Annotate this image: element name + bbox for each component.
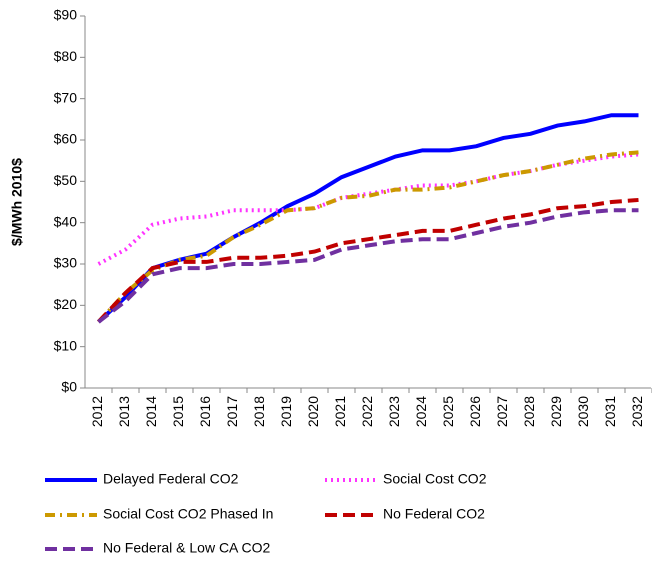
x-tick-label: 2012 (89, 396, 105, 427)
x-tick-label: 2020 (305, 396, 321, 427)
y-tick-label: $20 (54, 296, 78, 312)
x-tick-label: 2023 (386, 396, 402, 427)
x-tick-label: 2026 (467, 396, 483, 427)
legend-label: No Federal & Low CA CO2 (103, 540, 271, 556)
y-tick-label: $10 (54, 337, 78, 353)
x-tick-label: 2024 (413, 396, 429, 427)
x-tick-label: 2017 (224, 396, 240, 427)
x-tick-label: 2018 (251, 396, 267, 427)
series-line (97, 150, 639, 324)
y-tick-label: $50 (54, 172, 78, 188)
x-tick-label: 2025 (440, 396, 456, 427)
x-tick-label: 2015 (170, 396, 186, 427)
series-line (97, 197, 639, 324)
x-tick-label: 2030 (575, 396, 591, 427)
x-tick-label: 2014 (143, 396, 159, 427)
x-tick-label: 2028 (521, 396, 537, 427)
y-tick-label: $80 (54, 48, 78, 64)
y-tick-label: $40 (54, 213, 78, 229)
legend-label: Social Cost CO2 (383, 471, 487, 487)
x-tick-label: 2029 (548, 396, 564, 427)
legend-label: No Federal CO2 (383, 506, 485, 522)
x-tick-label: 2031 (602, 396, 618, 427)
y-axis-label: $/MWh 2010$ (9, 158, 25, 246)
legend-label: Delayed Federal CO2 (103, 471, 239, 487)
y-tick-label: $70 (54, 89, 78, 105)
x-tick-label: 2013 (116, 396, 132, 427)
legend-label: Social Cost CO2 Phased In (103, 506, 273, 522)
x-tick-label: 2021 (332, 396, 348, 427)
series-line (97, 113, 639, 324)
series-line (97, 208, 639, 324)
y-tick-label: $30 (54, 255, 78, 271)
x-tick-label: 2019 (278, 396, 294, 427)
y-tick-label: $60 (54, 131, 78, 147)
x-tick-label: 2016 (197, 396, 213, 427)
x-tick-label: 2032 (629, 396, 645, 427)
x-tick-label: 2022 (359, 396, 375, 427)
y-tick-label: $90 (54, 7, 78, 23)
x-tick-label: 2027 (494, 396, 510, 427)
y-tick-label: $0 (61, 379, 77, 395)
